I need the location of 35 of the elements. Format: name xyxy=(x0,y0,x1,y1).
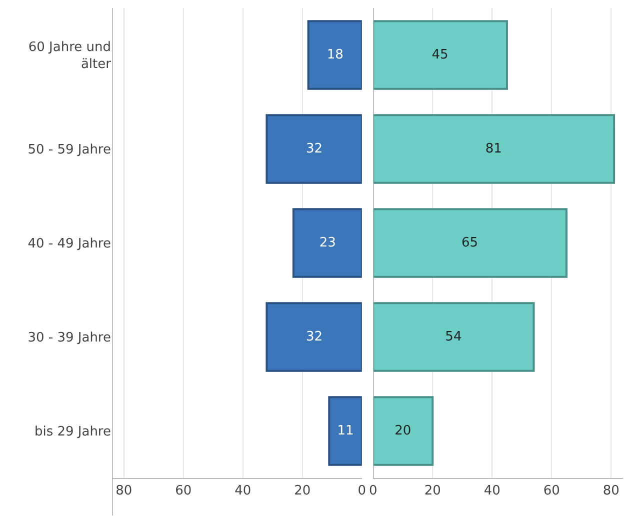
bar xyxy=(292,208,362,278)
y-tick-label: 60 Jahre und älter xyxy=(28,40,112,72)
bar xyxy=(373,114,616,184)
x-tick-label: 0 xyxy=(368,484,378,499)
y-tick-label: bis 29 Jahre xyxy=(34,424,111,440)
data-label: 18 xyxy=(326,48,344,62)
bar xyxy=(307,20,362,90)
y-tick-label: 50 - 59 Jahre xyxy=(28,142,111,158)
bar xyxy=(373,396,434,466)
bar xyxy=(373,208,568,278)
data-label: 65 xyxy=(462,236,478,250)
x-tick-label: 20 xyxy=(294,484,311,499)
x-tick-label: 60 xyxy=(543,484,560,499)
x-tick-label: 80 xyxy=(116,484,132,499)
data-label: 20 xyxy=(394,424,412,438)
y-tick-label: 30 - 39 Jahre xyxy=(28,330,111,346)
data-label: 45 xyxy=(432,48,448,62)
x-tick-label: 80 xyxy=(602,484,620,499)
bar xyxy=(373,302,535,372)
y-tick-label: 40 - 49 Jahre xyxy=(28,236,111,252)
data-label: 54 xyxy=(445,330,462,344)
data-label: 32 xyxy=(306,330,323,344)
data-label: 81 xyxy=(485,142,502,156)
x-tick-label: 40 xyxy=(234,484,252,499)
x-tick-label: 60 xyxy=(175,484,192,499)
bar xyxy=(373,20,508,90)
bar xyxy=(266,114,362,184)
x-tick-label: 40 xyxy=(484,484,500,499)
x-tick-label: 0 xyxy=(358,484,366,499)
bar xyxy=(328,396,362,466)
data-label: 11 xyxy=(337,424,354,438)
x-tick-label: 20 xyxy=(424,484,441,499)
data-label: 32 xyxy=(306,142,323,156)
bar xyxy=(266,302,362,372)
data-label: 23 xyxy=(319,236,336,250)
